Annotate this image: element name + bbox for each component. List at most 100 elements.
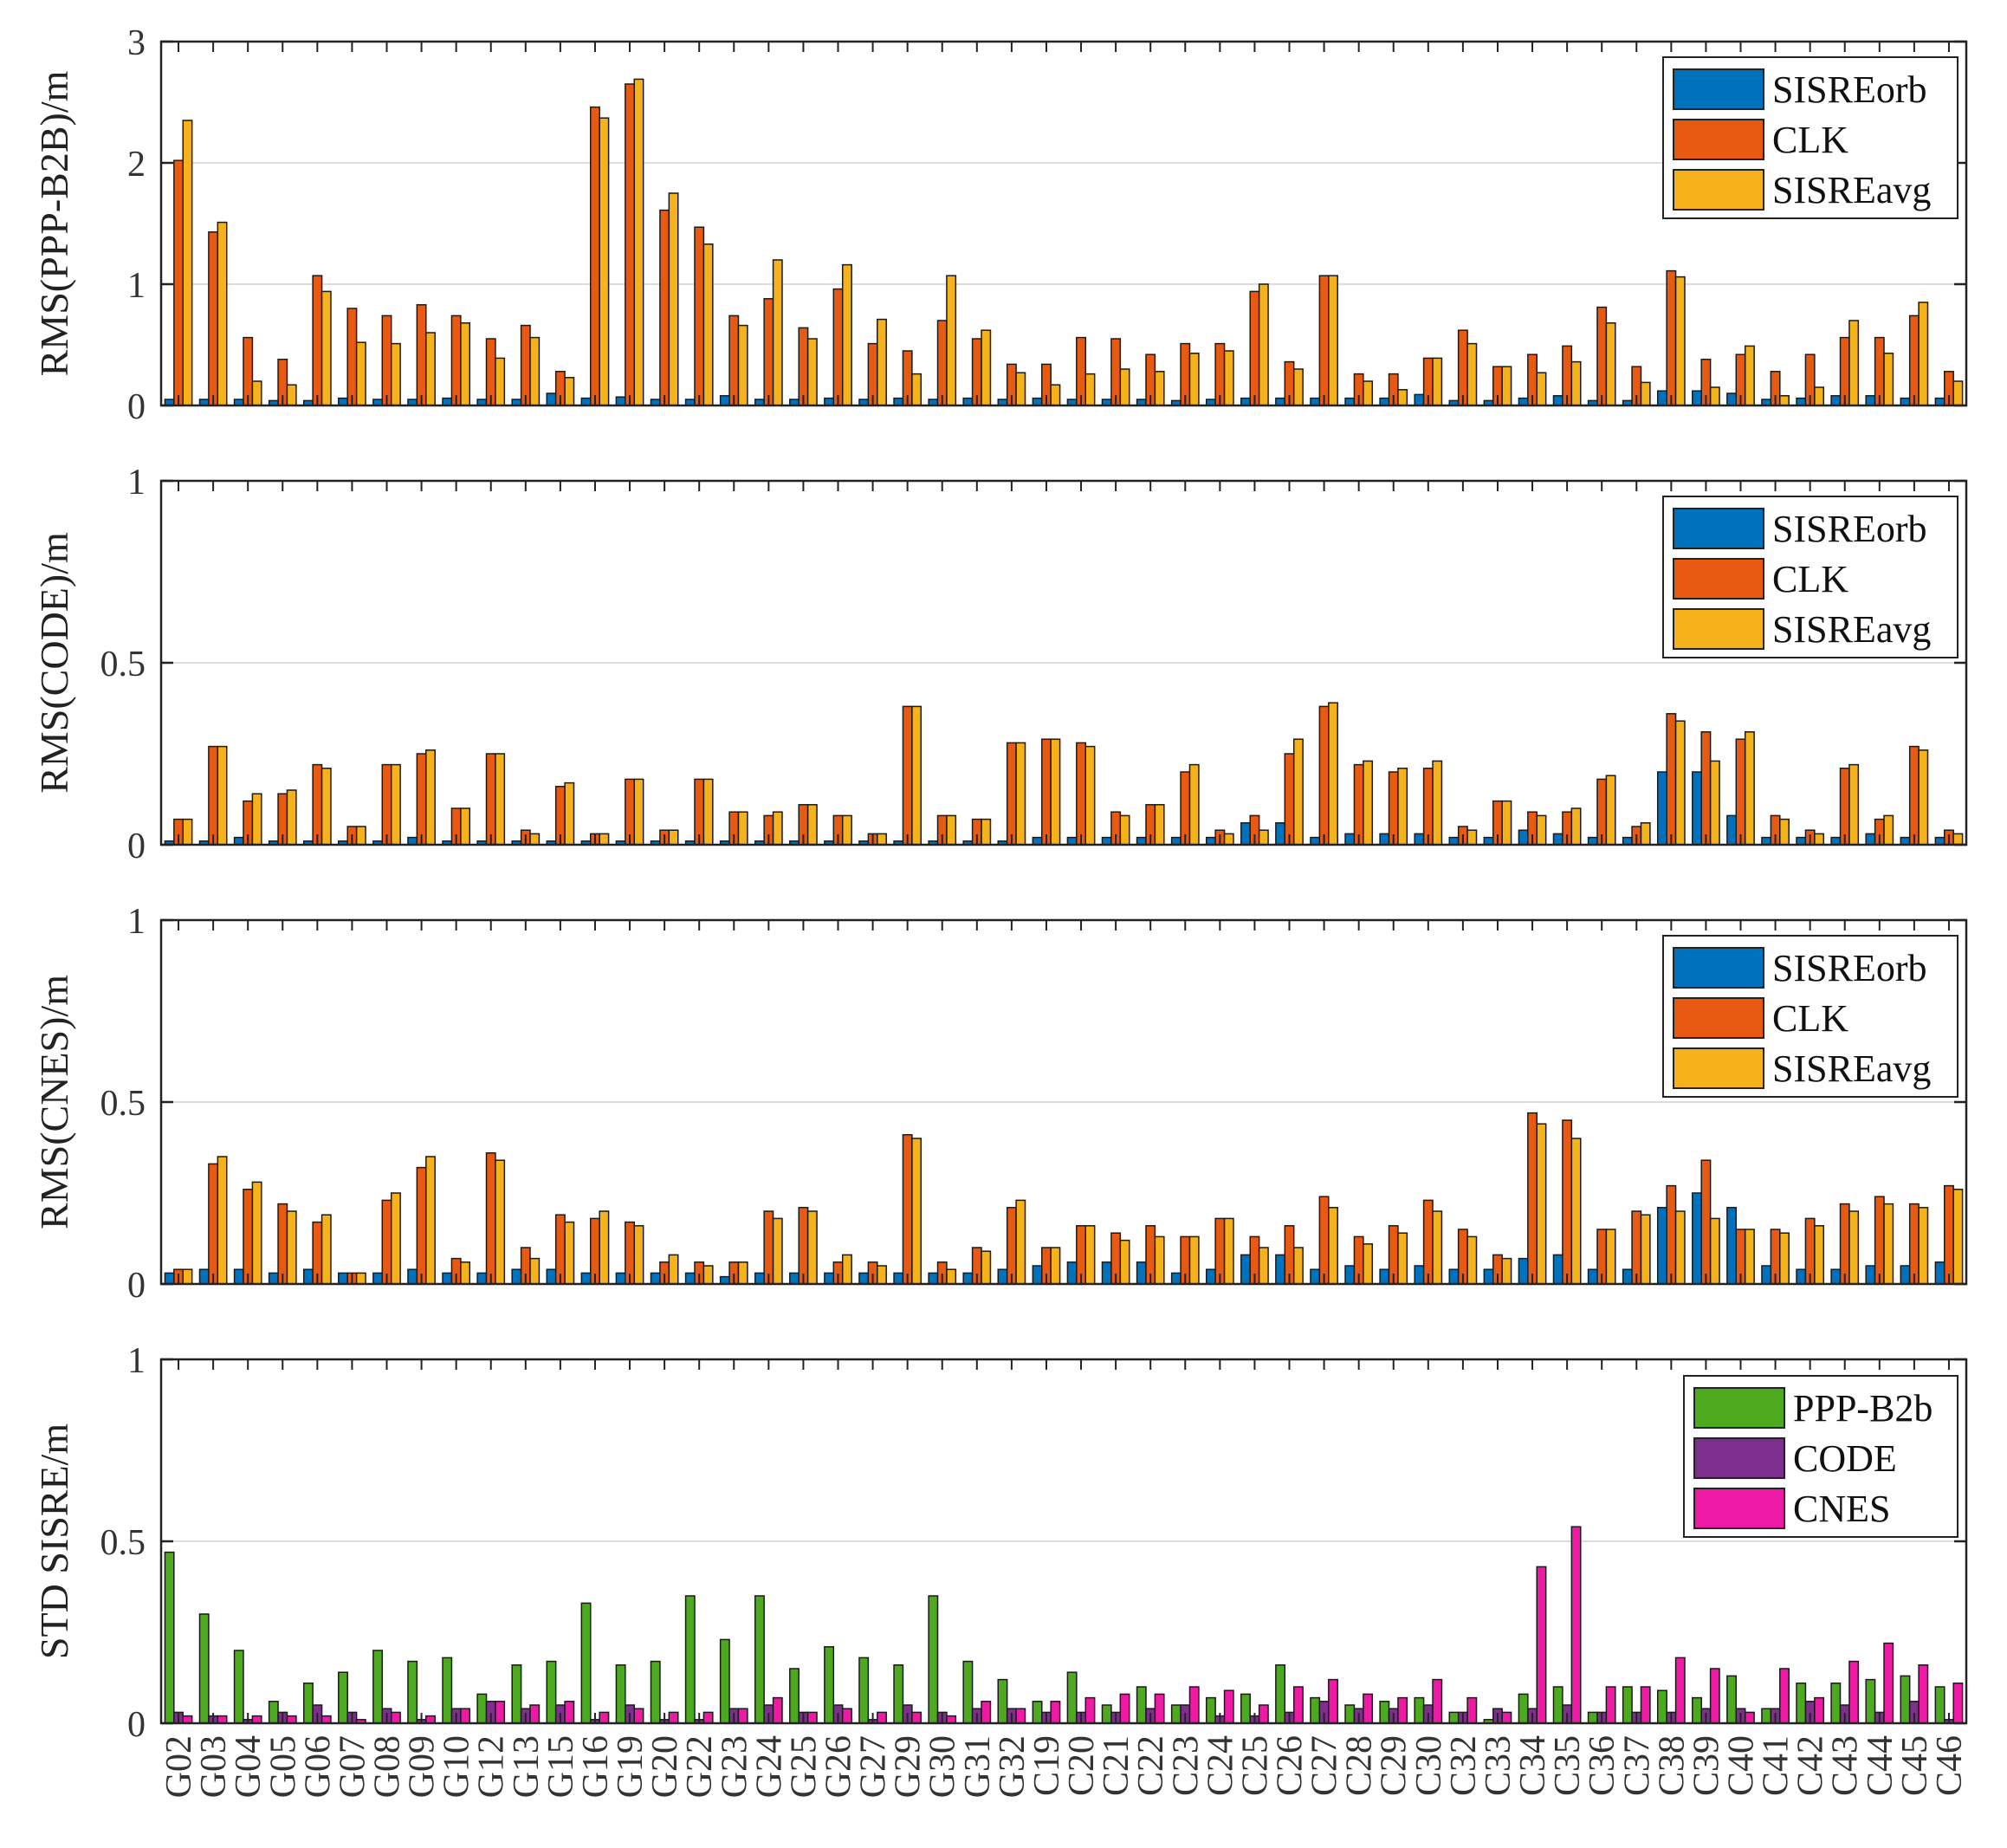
bar-sisreavg-g02 <box>182 1268 193 1285</box>
ytick-label: 1 <box>127 463 146 503</box>
bar-sisreorb-c40 <box>1726 392 1738 406</box>
bar-cnes-c36 <box>1605 1686 1616 1724</box>
bar-sisreorb-c23 <box>1170 836 1182 846</box>
bar-sisreorb-g05 <box>268 1272 279 1285</box>
bar-clk-g07 <box>346 308 358 406</box>
bar-sisreorb-g19 <box>615 1272 626 1285</box>
panel-1: 0 1 2 3 RMS(PPP-B2B)/m SISREorb CLK SISREavg <box>32 23 1968 427</box>
bar-sisreorb-c23 <box>1170 1272 1182 1285</box>
bar-sisreavg-c36 <box>1605 775 1616 846</box>
bar-sisreorb-g23 <box>719 395 730 406</box>
bar-sisreorb-c29 <box>1379 833 1390 846</box>
bar-sisreorb-c35 <box>1552 833 1564 846</box>
bar-sisreavg-g05 <box>286 384 297 406</box>
bar-sisreorb-g08 <box>372 1272 384 1285</box>
bar-ppp-b2b-c23 <box>1170 1704 1182 1724</box>
bar-sisreavg-c26 <box>1292 368 1304 406</box>
bar-clk-c43 <box>1839 1203 1850 1285</box>
bar-sisreavg-c28 <box>1363 1243 1374 1285</box>
bar-cnes-g09 <box>425 1715 436 1724</box>
bar-ppp-b2b-g26 <box>824 1646 835 1724</box>
xtick-label: G05 <box>263 1735 303 1798</box>
bar-sisreavg-c26 <box>1292 1247 1304 1285</box>
bar-ppp-b2b-g15 <box>546 1660 557 1724</box>
ytick-label: 1 <box>127 1341 146 1381</box>
bar-sisreavg-c44 <box>1883 1203 1894 1285</box>
bar-clk-g22 <box>694 226 705 406</box>
bar-clk-g12 <box>485 753 496 846</box>
xtick-label: C41 <box>1757 1735 1797 1796</box>
bar-sisreavg-g25 <box>806 1210 818 1285</box>
xtick-label: C24 <box>1201 1735 1240 1796</box>
ytick-label: 0 <box>127 387 146 427</box>
bar-sisreorb-c37 <box>1622 836 1633 846</box>
bar-cnes-g10 <box>460 1708 471 1724</box>
bar-cnes-g32 <box>1015 1708 1026 1724</box>
y-axis-label: RMS(PPP-B2B)/m <box>32 70 76 376</box>
bar-sisreorb-c42 <box>1796 836 1807 846</box>
bar-clk-g08 <box>381 1199 392 1285</box>
bar-sisreorb-c46 <box>1934 836 1945 846</box>
xtick-label: G27 <box>854 1735 894 1798</box>
bar-sisreavg-c19 <box>1050 738 1061 846</box>
bar-cnes-c42 <box>1814 1696 1825 1724</box>
bar-sisreavg-c30 <box>1432 1210 1443 1285</box>
bar-cnes-c22 <box>1154 1693 1165 1724</box>
bar-cnes-g19 <box>633 1708 644 1724</box>
axes-box <box>159 40 1968 407</box>
bar-sisreavg-g06 <box>320 290 332 406</box>
bar-sisreavg-g12 <box>495 753 506 846</box>
bar-sisreorb-c30 <box>1414 833 1425 846</box>
bar-sisreorb-c40 <box>1726 814 1738 846</box>
bar-sisreavg-c44 <box>1883 814 1894 846</box>
legend-swatch-sisreavg <box>1673 169 1764 211</box>
ytick-label: 1 <box>127 266 146 306</box>
xtick-label: C39 <box>1687 1735 1726 1796</box>
bar-sisreorb-g27 <box>858 1272 870 1285</box>
bar-ppp-b2b-c34 <box>1518 1693 1529 1724</box>
bar-clk-c43 <box>1839 768 1850 846</box>
xtick-label: G19 <box>611 1735 651 1798</box>
bar-cnes-g29 <box>911 1711 923 1724</box>
bar-sisreavg-c40 <box>1744 731 1755 846</box>
legend-label: PPP-B2b <box>1793 1387 1933 1430</box>
bar-sisreorb-c45 <box>1900 1265 1911 1285</box>
bar-sisreavg-g07 <box>355 826 366 846</box>
bar-sisreavg-c32 <box>1466 342 1478 406</box>
bar-sisreorb-g16 <box>580 1272 592 1285</box>
bar-sisreavg-g29 <box>911 1138 923 1285</box>
bar-sisreavg-g27 <box>877 1265 887 1285</box>
bar-sisreorb-c37 <box>1622 1268 1633 1285</box>
bar-sisreavg-g25 <box>806 338 818 406</box>
bar-sisreavg-c22 <box>1154 371 1165 406</box>
xtick-label: G09 <box>403 1735 443 1798</box>
bar-ppp-b2b-g12 <box>476 1693 488 1724</box>
bar-sisreavg-c32 <box>1466 829 1478 846</box>
bar-ppp-b2b-g32 <box>997 1678 1008 1724</box>
bar-sisreorb-c38 <box>1656 390 1667 406</box>
bar-sisreavg-g23 <box>737 1261 748 1285</box>
bar-sisreavg-c37 <box>1640 822 1651 846</box>
bar-sisreorb-c24 <box>1205 1268 1216 1285</box>
xtick-label: C20 <box>1062 1735 1102 1796</box>
xtick-label: C37 <box>1617 1735 1657 1796</box>
xtick-label: C19 <box>1027 1735 1067 1796</box>
legend-label: CLK <box>1772 997 1848 1040</box>
xtick-label: G32 <box>993 1735 1033 1798</box>
bar-clk-c39 <box>1700 731 1712 846</box>
bar-sisreavg-g09 <box>425 332 436 406</box>
bar-clk-c30 <box>1422 768 1434 846</box>
panel-4: 0 0.5 1 STD SISRE/m PPP-B2b CODE CNES G02G03G04… <box>32 1341 1970 1798</box>
bar-sisreavg-g26 <box>841 263 852 406</box>
bar-sisreorb-c32 <box>1448 836 1460 846</box>
bar-ppp-b2b-c46 <box>1934 1686 1945 1724</box>
bar-sisreavg-c21 <box>1119 1239 1130 1285</box>
bar-clk-c19 <box>1041 738 1052 846</box>
xtick-label: G15 <box>541 1735 581 1798</box>
bar-cnes-g16 <box>599 1711 610 1724</box>
legend-swatch-code <box>1693 1437 1785 1479</box>
bar-clk-g16 <box>590 106 600 406</box>
bar-sisreavg-g31 <box>981 329 992 406</box>
legend-swatch-ppp-b2b <box>1693 1387 1785 1429</box>
bar-cnes-g04 <box>251 1715 262 1724</box>
